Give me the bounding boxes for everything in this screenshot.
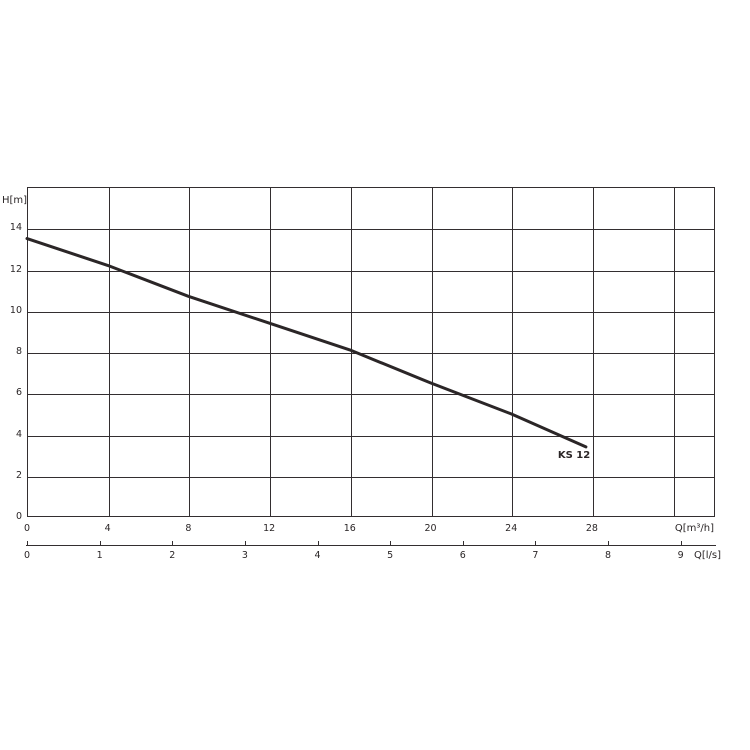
x2-tick-label: 7 (532, 550, 539, 561)
pump-performance-curve (25, 237, 588, 449)
x-tick-label: 24 (505, 523, 518, 534)
x2-tick (680, 541, 682, 546)
vertical-gridline (189, 188, 191, 516)
x2-tick (172, 541, 174, 546)
x2-tick (244, 541, 246, 546)
y-tick-label: 14 (9, 222, 22, 234)
y-tick-label: 12 (9, 263, 22, 275)
y-tick-label: 8 (15, 346, 22, 357)
x2-tick-label: 8 (605, 550, 612, 561)
x-tick-label: 8 (185, 523, 192, 534)
x2-tick-label: 4 (314, 550, 321, 561)
x2-tick-label: 2 (169, 550, 176, 561)
y-tick-label: 2 (15, 469, 22, 481)
horizontal-gridline (28, 270, 714, 272)
vertical-gridline (512, 188, 514, 516)
vertical-gridline (108, 188, 110, 516)
x2-tick-label: 6 (459, 550, 466, 561)
x2-tick (608, 541, 610, 546)
x2-tick (390, 541, 392, 546)
x2-tick-label: 1 (96, 550, 103, 561)
x2-tick-label: 0 (23, 550, 31, 561)
plot-area (27, 187, 715, 517)
curve-path (25, 237, 588, 449)
vertical-gridline (592, 188, 594, 516)
x2-tick (317, 541, 319, 546)
x2-tick-label: 5 (387, 550, 394, 561)
x2-tick (535, 541, 537, 546)
x-tick-label: 28 (585, 523, 598, 534)
x-tick-label: 20 (424, 523, 437, 534)
x-tick-label: 4 (104, 523, 111, 534)
y-tick-label: 10 (9, 304, 22, 316)
x-tick-label: 16 (343, 523, 356, 534)
x-tick-label: 0 (23, 523, 31, 534)
horizontal-gridline (28, 353, 714, 354)
horizontal-gridline (28, 476, 714, 478)
vertical-gridline (673, 188, 675, 516)
x2-axis-title: Q[l/s] (694, 550, 722, 561)
curve-label: KS 12 (557, 449, 591, 461)
x2-tick (99, 541, 101, 546)
y-axis-title: H[m] (2, 195, 28, 206)
vertical-gridline (270, 188, 272, 516)
horizontal-gridline (28, 394, 714, 396)
x2-tick (27, 541, 28, 546)
horizontal-gridline (28, 435, 714, 437)
x2-tick-label: 3 (241, 550, 248, 561)
horizontal-gridline (28, 229, 714, 231)
x2-axis-line (26, 545, 716, 546)
x-tick-label: 12 (263, 523, 276, 534)
horizontal-gridline (28, 311, 714, 313)
x2-tick (462, 541, 464, 546)
y-tick-label: 4 (15, 428, 22, 440)
y-tick-label: 0 (15, 511, 22, 522)
x-axis-title: Q[m³/h] (674, 523, 714, 534)
y-tick-label: 6 (15, 387, 22, 399)
x2-tick-label: 9 (677, 550, 684, 561)
vertical-gridline (431, 188, 433, 516)
